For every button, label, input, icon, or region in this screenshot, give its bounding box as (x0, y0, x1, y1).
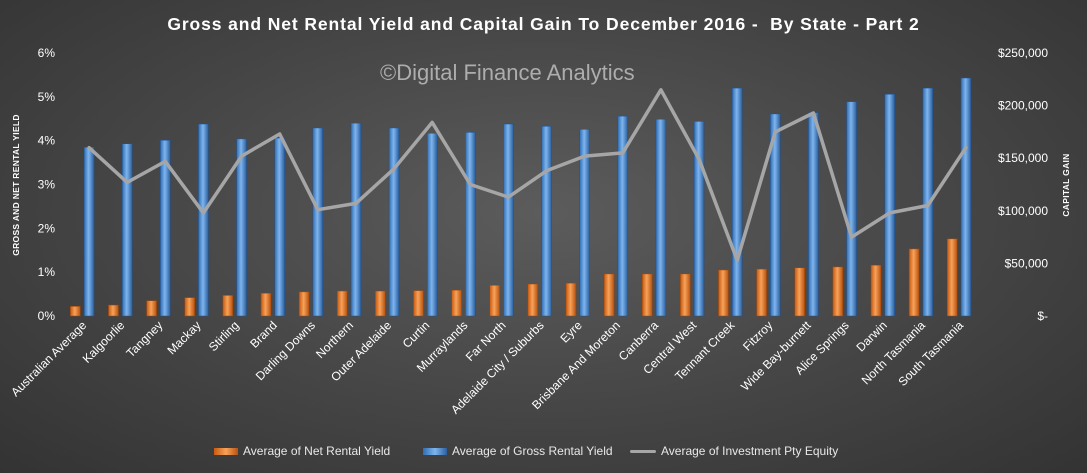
gross-yield-bar (655, 118, 667, 317)
y-left-tick-label: 1% (38, 265, 56, 279)
net-yield-bar (108, 304, 119, 317)
equity-line-swatch-icon (630, 449, 656, 453)
legend-item-gross: Average of Gross Rental Yield (423, 444, 613, 458)
y-right-tick-label: $50,000 (1005, 256, 1049, 270)
chart-title: Gross and Net Rental Yield and Capital G… (167, 14, 920, 34)
legend: Average of Net Rental Yield Average of G… (0, 444, 1087, 460)
gross-yield-bar (541, 125, 552, 317)
y-left-tick-label: 3% (38, 178, 56, 192)
net-yield-bar (832, 266, 844, 317)
net-yield-bar (260, 292, 272, 317)
category-label: Eyre (557, 318, 585, 346)
net-yield-bar (718, 269, 729, 317)
legend-label-net: Average of Net Rental Yield (243, 444, 391, 458)
y-left-tick-label: 0% (38, 309, 56, 323)
y-right-tick-label: $200,000 (998, 99, 1048, 113)
net-yield-bar (451, 289, 462, 317)
gross-yield-bar (693, 121, 705, 317)
y-left-tick-label: 4% (38, 134, 56, 148)
gross-yield-bar (884, 93, 895, 317)
net-yield-bar (908, 248, 920, 317)
category-label: Curtin (400, 318, 433, 351)
gross-yield-bar (198, 123, 209, 317)
gross-yield-bar (83, 146, 95, 317)
gross-yield-bar (274, 137, 285, 317)
y-left-tick-label: 2% (38, 221, 56, 235)
category-label: South Tasmania (895, 318, 966, 389)
gross-yield-bar (160, 139, 171, 317)
net-yield-bar (298, 291, 310, 317)
gross-yield-bar (617, 115, 629, 317)
y-right-tick-label: $150,000 (998, 151, 1048, 165)
gross-yield-bar (503, 123, 514, 317)
y-right-tick-label: $250,000 (998, 46, 1048, 60)
net-yield-bar (603, 273, 615, 317)
category-label: Stirling (206, 318, 242, 354)
legend-item-net: Average of Net Rental Yield (214, 444, 390, 458)
net-yield-bar (70, 306, 81, 317)
gross-yield-bar (579, 129, 590, 317)
gross-yield-bar (312, 127, 324, 317)
net-yield-bar (680, 273, 691, 317)
gross-yield-swatch-icon (423, 447, 447, 455)
category-label: Wide Bay-burnett (738, 318, 814, 394)
category-label: Brand (247, 318, 280, 351)
net-yield-bar (527, 283, 539, 317)
gross-yield-bar (922, 87, 934, 317)
gross-yield-bar (426, 132, 438, 317)
net-yield-bar (946, 238, 958, 317)
gross-yield-bar (846, 101, 857, 317)
legend-item-equity: Average of Investment Pty Equity (630, 444, 838, 458)
net-yield-bar (756, 268, 767, 317)
net-yield-bar (489, 285, 500, 317)
net-yield-bar (336, 290, 348, 317)
legend-label-gross: Average of Gross Rental Yield (452, 444, 613, 458)
y-right-tick-label: $- (1037, 309, 1048, 323)
y-left-tick-label: 6% (38, 46, 56, 60)
net-yield-bar (565, 282, 577, 317)
y-left-tick-label: 5% (38, 90, 56, 104)
gross-yield-bar (236, 138, 247, 317)
net-yield-bar (870, 264, 882, 317)
gross-yield-bar (770, 113, 781, 317)
gross-yield-bar (121, 143, 133, 317)
category-label: Mackay (164, 318, 203, 357)
gross-yield-bar (731, 87, 743, 317)
category-label: Fitzroy (740, 318, 775, 353)
category-label: Kalgoorlie (80, 318, 128, 366)
gross-yield-bar (350, 122, 362, 317)
net-yield-bar (146, 300, 157, 317)
net-yield-bar (413, 290, 424, 317)
plot-area: 0% 1% 2% 3% 4% 5% 6% $- $50,000 $100,000 $150,000… (8, 46, 1049, 399)
net-yield-bar (641, 273, 653, 317)
gross-yield-bar (465, 132, 476, 317)
category-label: Australian Average (8, 318, 89, 399)
gross-yield-bar (808, 112, 819, 317)
net-yield-swatch-icon (214, 447, 238, 455)
gross-yield-bar (388, 127, 400, 317)
net-yield-bar (375, 290, 386, 317)
gross-yield-bar (960, 77, 972, 317)
net-yield-bar (794, 267, 805, 317)
investment-equity-line (87, 88, 968, 262)
category-label: Tangney (123, 318, 165, 360)
legend-label-equity: Average of Investment Pty Equity (661, 444, 839, 458)
net-yield-bar (222, 295, 234, 317)
net-yield-bar (184, 297, 195, 317)
y-right-tick-label: $100,000 (998, 204, 1048, 218)
category-label: Darwin (854, 318, 890, 354)
watermark: ©Digital Finance Analytics (380, 60, 635, 85)
